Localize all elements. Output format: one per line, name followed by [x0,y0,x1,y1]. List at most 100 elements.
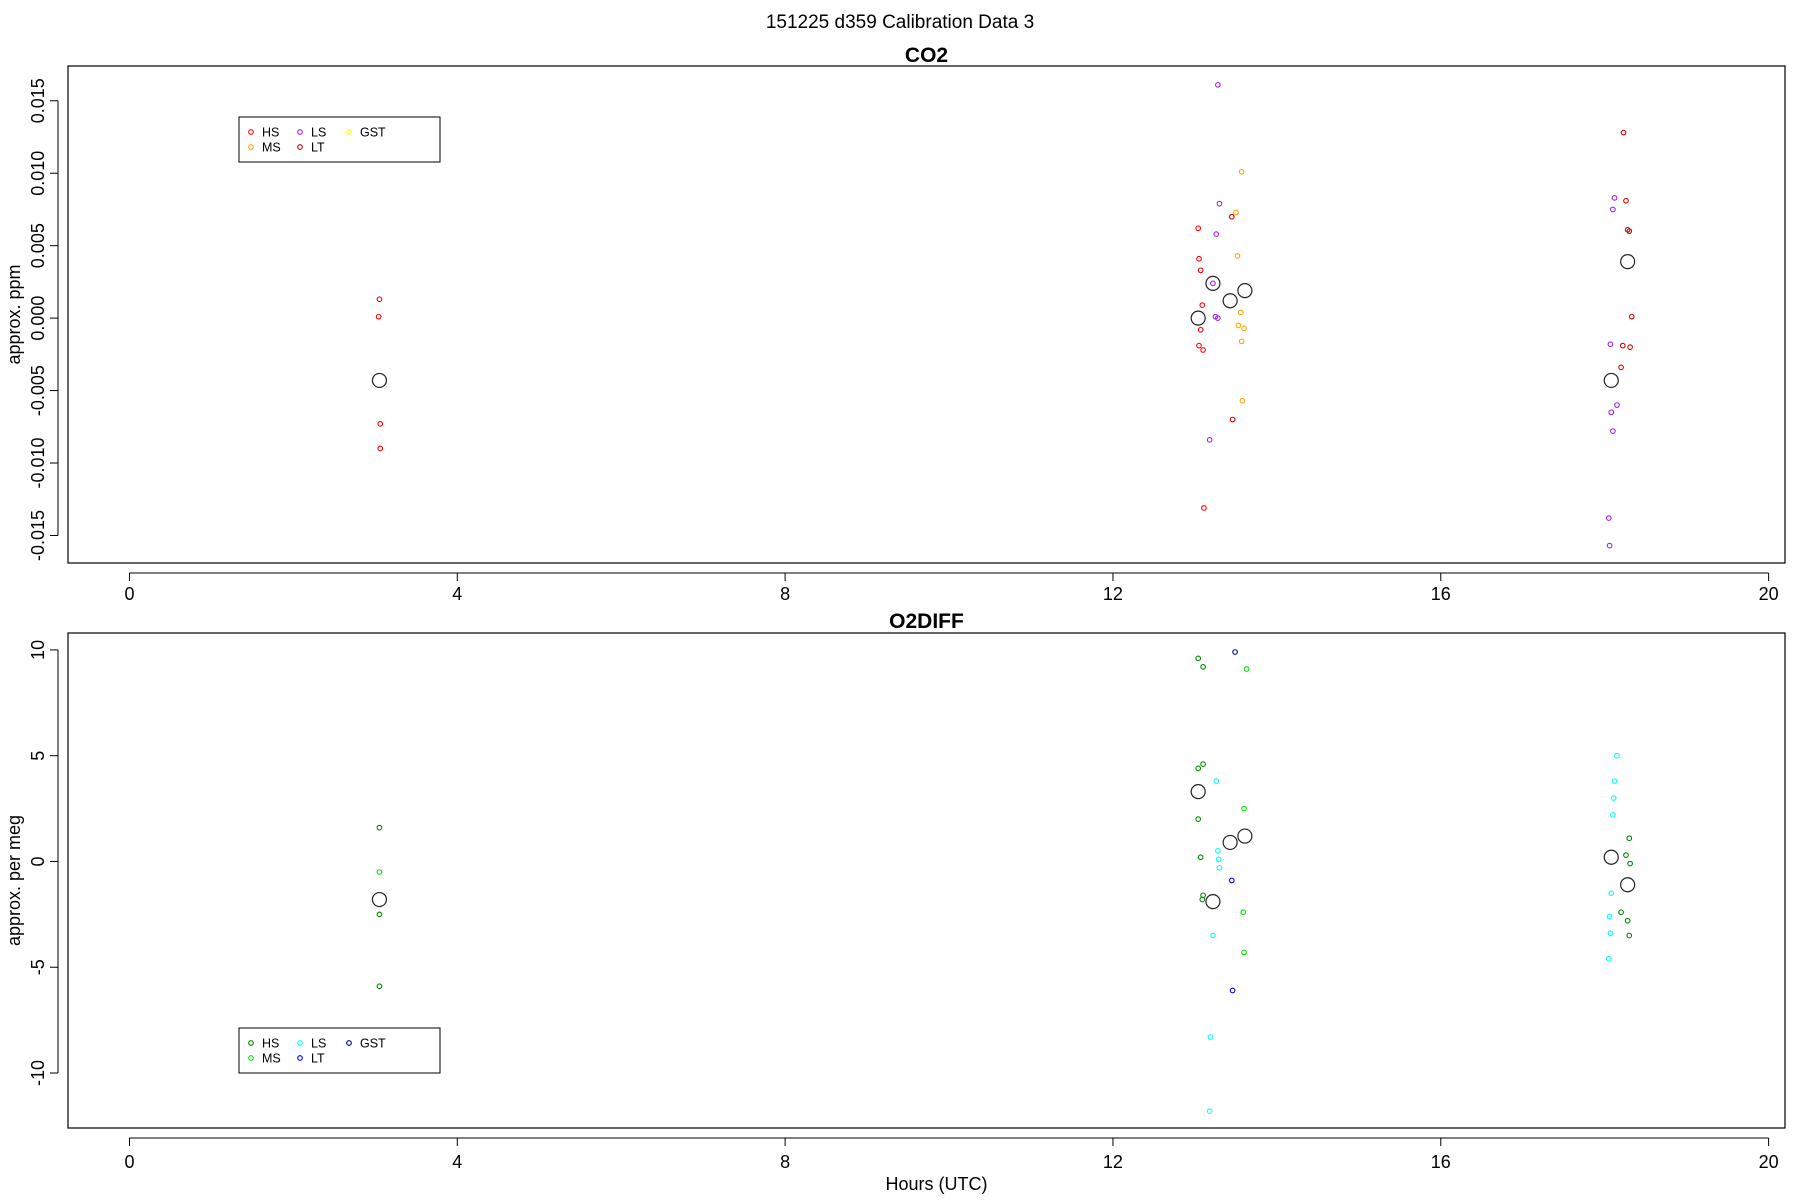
legend-label: HS [262,1037,279,1051]
y-tick-label: 0.015 [28,78,48,123]
data-point [1195,225,1202,232]
data-point [1607,930,1614,937]
data-point [1195,765,1202,772]
figure-title: 151225 d359 Calibration Data 3 [766,12,1034,33]
data-point [1607,341,1614,348]
mean-point [1237,282,1253,299]
legend-marker [248,1055,254,1061]
y-tick-label: -5 [28,959,48,975]
mean-point [1620,254,1636,270]
data-point [1200,663,1206,670]
data-point [1240,909,1247,916]
y-tick-label: -0.010 [28,437,48,488]
data-point [1200,347,1206,353]
data-point [1237,309,1244,316]
x-tick-label: 8 [780,1152,790,1172]
data-point [1241,325,1247,332]
x-tick-label: 0 [124,1152,134,1172]
data-point [375,313,382,320]
data-point [1623,852,1629,858]
data-point [1610,795,1617,801]
data-point [1215,315,1221,321]
data-point [1239,397,1246,404]
data-point [1197,326,1204,333]
legend-marker [346,1040,352,1046]
data-point [1610,812,1616,818]
mean-point [1603,849,1619,865]
legend-label: GST [360,126,386,140]
data-point [1611,195,1618,201]
data-point [376,296,383,303]
data-point [376,824,383,831]
series-lt [1228,877,1236,994]
data-point [1232,649,1238,655]
mean-point [371,891,388,908]
data-point [1207,1034,1214,1040]
data-point [1210,280,1216,287]
x-tick-label: 4 [452,584,462,604]
data-point [1628,313,1635,320]
y-axis-label: approx. ppm [4,264,24,364]
x-tick-label: 0 [124,584,134,604]
series-hs [376,655,1633,990]
data-point [1206,1108,1213,1114]
data-point [377,445,384,452]
y-tick-label: 0.000 [28,296,48,341]
y-tick-label: 0.010 [28,151,48,196]
series-ls [1206,752,1620,1114]
series-gst [1232,649,1238,655]
data-point [1238,168,1245,175]
legend-marker [248,1040,254,1046]
legend-label: LT [311,141,325,155]
legend-label: GST [360,1037,386,1051]
legend-marker [248,129,254,135]
y-tick-label: -0.005 [28,365,48,416]
data-point [1234,252,1241,259]
series-ms [376,666,1250,956]
data-point [1614,402,1620,408]
data-point [1216,864,1223,871]
chart-panel-1: CO2 0 4 8 12 16 20 -0.015 -0.010 -0.005 0.000 0.005… [4,44,1786,604]
data-point [1623,197,1629,204]
data-point [1619,342,1626,349]
data-point [1233,209,1239,216]
x-tick-label: 16 [1431,584,1451,604]
data-point [1624,917,1631,924]
data-point [1215,856,1222,863]
data-point [1201,505,1207,511]
legend-label: LS [311,126,326,140]
x-tick-label: 12 [1103,584,1123,604]
x-tick-label: 4 [452,1152,462,1172]
x-tick-label: 8 [780,584,790,604]
data-point [1611,778,1618,784]
data-point [1626,228,1633,235]
data-point [1618,364,1624,371]
y-tick-label: 10 [28,640,48,660]
data-point [1200,761,1206,768]
series-ms [1233,168,1247,404]
y-tick-label: -10 [28,1060,48,1086]
mean-point [1237,828,1253,844]
x-tick-label: 20 [1759,1152,1779,1172]
mean-point [1205,894,1221,910]
x-tick-label: 16 [1431,1152,1451,1172]
data-point [1606,913,1613,920]
data-point [1610,206,1616,213]
mean-point [1620,877,1636,893]
chart-title: O2DIFF [889,610,964,633]
data-point [1215,848,1221,854]
x-axis-label: Hours (UTC) [886,1174,988,1194]
x-tick-label: 12 [1103,1152,1123,1172]
y-tick-label: 5 [28,751,48,761]
y-axis-label: approx. per meg [4,815,24,946]
data-point [1195,655,1202,662]
data-point [377,421,384,427]
data-point [1614,752,1620,759]
data-point [1605,515,1612,521]
data-point [1626,835,1633,842]
series-mean [371,784,1636,910]
legend-marker [346,129,352,135]
legend-marker [297,1055,303,1061]
